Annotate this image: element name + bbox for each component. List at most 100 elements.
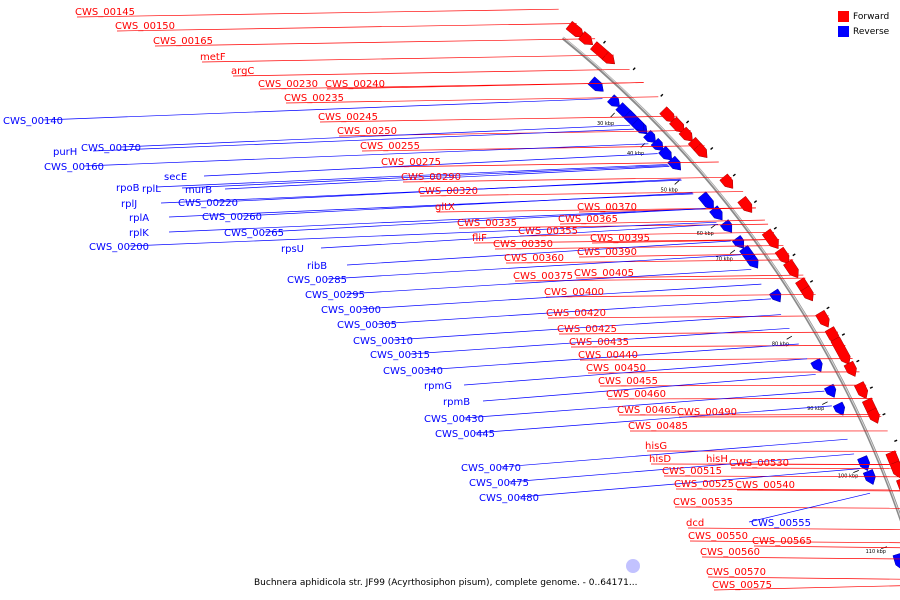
forward-leader <box>116 23 577 32</box>
reverse-gene-arrow <box>697 191 714 210</box>
forward-leader <box>689 540 900 544</box>
forward-leader <box>675 488 900 491</box>
forward-leader <box>419 191 744 197</box>
forward-leader <box>505 259 794 264</box>
tick-label: 80 kbp <box>772 341 789 347</box>
reverse-gene-label: CWS_00305 <box>337 320 397 331</box>
forward-leader <box>559 219 766 225</box>
reverse-leader <box>463 390 825 419</box>
tick-mark <box>822 401 828 405</box>
tick-mark <box>610 112 615 118</box>
forward-gene-label: CWS_00275 <box>381 157 441 168</box>
forward-gene-label: CWS_00335 <box>457 218 517 229</box>
reverse-gene-label: CWS_00220 <box>178 198 238 209</box>
minor-dash <box>732 173 736 177</box>
reverse-gene-label: CWS_00470 <box>461 463 521 474</box>
reverse-gene-label: CWS_00315 <box>370 350 430 361</box>
forward-gene-label: CWS_00230 <box>258 79 318 90</box>
reverse-leader <box>508 453 855 483</box>
forward-gene-label: CWS_00490 <box>677 407 737 418</box>
label-leaders <box>42 8 900 591</box>
forward-gene-label: metF <box>200 52 226 63</box>
reverse-gene-label: CWS_00310 <box>353 336 413 347</box>
reverse-gene-label: murB <box>185 185 212 196</box>
reverse-gene-arrow <box>731 235 745 249</box>
forward-gene-arrow <box>774 246 790 265</box>
reverse-gene-arrow <box>810 358 823 372</box>
forward-gene-label: CWS_00400 <box>544 287 604 298</box>
forward-gene-label: CWS_00460 <box>606 389 666 400</box>
minor-dash <box>773 226 777 230</box>
reverse-leader <box>474 405 832 434</box>
forward-leader <box>701 556 900 560</box>
tick-label: 60 kbp <box>697 231 714 237</box>
reverse-gene-arrow <box>769 288 782 303</box>
reverse-leader <box>346 240 731 266</box>
forward-gene-label: CWS_00550 <box>688 531 748 542</box>
reverse-gene-arrow <box>658 145 673 161</box>
forward-gene-label: argC <box>231 66 254 77</box>
forward-leader <box>599 384 867 387</box>
reverse-gene-label: rpmB <box>443 397 470 408</box>
forward-gene-label: hisD <box>649 454 671 465</box>
forward-gene-label: CWS_00405 <box>574 268 634 279</box>
reverse-gene-label: CWS_00260 <box>202 212 262 223</box>
legend-reverse: Reverse <box>838 24 889 39</box>
minor-dash <box>602 40 607 44</box>
forward-gene-label: gltX <box>435 202 455 213</box>
forward-leader <box>545 294 816 298</box>
forward-gene-label: CWS_00250 <box>337 126 397 137</box>
forward-leader <box>558 331 839 335</box>
forward-gene-label: CWS_00145 <box>75 7 135 18</box>
reverse-gene-arrow <box>857 455 871 472</box>
reverse-gene-label: CWS_00295 <box>305 290 365 301</box>
reverse-leader <box>168 208 706 233</box>
forward-gene-label: CWS_00240 <box>325 79 385 90</box>
forward-gene-arrow <box>693 142 708 159</box>
reverse-gene-label: rplK <box>129 228 149 239</box>
reverse-leader <box>482 374 816 402</box>
forward-leader <box>547 315 829 319</box>
reverse-leader <box>326 254 741 280</box>
reverse-gene-label: CWS_00555 <box>751 518 811 529</box>
reverse-leader <box>155 164 668 188</box>
reverse-gene-arrow <box>832 401 846 416</box>
reverse-gene-arrow <box>587 76 604 92</box>
reverse-leader <box>203 153 658 177</box>
forward-gene-label: CWS_00560 <box>700 547 760 558</box>
forward-leader <box>458 223 769 229</box>
forward-leader <box>607 397 873 400</box>
forward-leader <box>473 239 780 244</box>
forward-gene-label: CWS_00435 <box>569 337 629 348</box>
forward-leader <box>519 231 774 237</box>
forward-leader <box>753 545 900 549</box>
reverse-gene-arrow <box>607 94 621 108</box>
reverse-leader <box>168 193 694 218</box>
forward-leader <box>713 585 900 591</box>
forward-gene-arrow <box>668 116 685 133</box>
forward-gene-label: CWS_00425 <box>557 324 617 335</box>
reverse-leader <box>92 128 635 152</box>
reverse-gene-label: rpmG <box>424 381 452 392</box>
minor-dash <box>753 200 758 204</box>
minor-dash <box>632 67 636 71</box>
forward-gene-label: CWS_00360 <box>504 253 564 264</box>
backbone-ring <box>561 36 900 522</box>
forward-leader <box>232 68 630 77</box>
forward-leader <box>687 527 900 530</box>
forward-leader <box>319 115 678 123</box>
forward-leader <box>707 576 900 580</box>
forward-gene-arrow <box>854 381 869 400</box>
forward-leader <box>285 96 659 104</box>
forward-gene-label: CWS_00290 <box>401 172 461 183</box>
reverse-gene-arrow <box>709 205 723 221</box>
reverse-leader <box>320 223 719 249</box>
reverse-gene-label: CWS_00300 <box>321 305 381 316</box>
forward-swatch <box>838 11 849 22</box>
reverse-gene-label: secE <box>164 172 187 183</box>
forward-leader <box>591 239 780 244</box>
reverse-leader <box>392 314 782 341</box>
reverse-gene-label: rplA <box>129 213 149 224</box>
forward-gene-label: CWS_00395 <box>590 233 650 244</box>
forward-gene-arrow <box>889 460 900 479</box>
